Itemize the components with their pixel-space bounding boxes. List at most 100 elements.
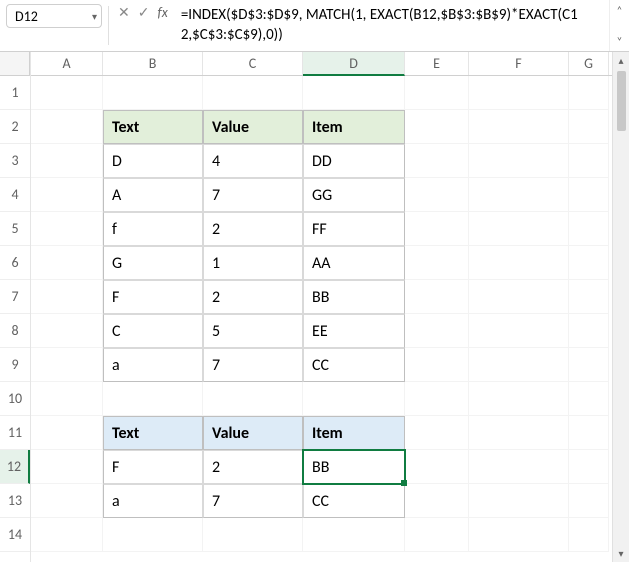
cell-A3[interactable] (31, 144, 103, 178)
cell-C8[interactable]: 5 (203, 314, 303, 348)
cell-F12[interactable] (469, 450, 569, 484)
cell-G4[interactable] (569, 178, 609, 212)
cell-E12[interactable] (405, 450, 469, 484)
row-header-4[interactable]: 4 (0, 178, 30, 212)
cell-A6[interactable] (31, 246, 103, 280)
cell-C3[interactable]: 4 (203, 144, 303, 178)
cell-D6[interactable]: AA (303, 246, 405, 280)
select-all-corner[interactable] (0, 52, 30, 76)
cell-D11[interactable]: Item (303, 416, 405, 450)
cell-B9[interactable]: a (103, 348, 203, 382)
cell-C2[interactable]: Value (203, 110, 303, 144)
cell-E6[interactable] (405, 246, 469, 280)
cell-B4[interactable]: A (103, 178, 203, 212)
cell-D10[interactable] (303, 382, 405, 416)
cell-E5[interactable] (405, 212, 469, 246)
vertical-scrollbar[interactable]: ▴ ▾ (612, 52, 629, 562)
accept-icon[interactable]: ✓ (135, 4, 153, 21)
cell-D12[interactable]: BB (303, 450, 405, 484)
cell-C4[interactable]: 7 (203, 178, 303, 212)
cell-C1[interactable] (203, 76, 303, 110)
cell-G8[interactable] (569, 314, 609, 348)
cell-E11[interactable] (405, 416, 469, 450)
cell-D5[interactable]: FF (303, 212, 405, 246)
formula-expand[interactable]: ˄ ˅ (609, 0, 629, 51)
column-header-G[interactable]: G (569, 52, 609, 75)
cell-G3[interactable] (569, 144, 609, 178)
cell-A12[interactable] (31, 450, 103, 484)
row-header-13[interactable]: 13 (0, 484, 30, 518)
cell-C13[interactable]: 7 (203, 484, 303, 518)
fx-icon[interactable]: fx (154, 4, 170, 21)
cell-F4[interactable] (469, 178, 569, 212)
cell-A8[interactable] (31, 314, 103, 348)
scroll-thumb[interactable] (617, 71, 626, 131)
cell-A10[interactable] (31, 382, 103, 416)
cell-B6[interactable]: G (103, 246, 203, 280)
column-header-D[interactable]: D (303, 52, 405, 76)
cell-A11[interactable] (31, 416, 103, 450)
cell-B2[interactable]: Text (103, 110, 203, 144)
cell-D13[interactable]: CC (303, 484, 405, 518)
cell-B12[interactable]: F (103, 450, 203, 484)
cell-F6[interactable] (469, 246, 569, 280)
cell-A13[interactable] (31, 484, 103, 518)
cell-G6[interactable] (569, 246, 609, 280)
cell-D8[interactable]: EE (303, 314, 405, 348)
column-header-E[interactable]: E (405, 52, 469, 75)
cell-A2[interactable] (31, 110, 103, 144)
cell-C5[interactable]: 2 (203, 212, 303, 246)
cell-B7[interactable]: F (103, 280, 203, 314)
cell-F9[interactable] (469, 348, 569, 382)
row-header-9[interactable]: 9 (0, 348, 30, 382)
cell-C14[interactable] (203, 518, 303, 552)
cells-area[interactable]: TextValueItemD4DDA7GGf2FFG1AAF2BBC5EEa7C… (31, 76, 612, 552)
cell-B14[interactable] (103, 518, 203, 552)
cell-B1[interactable] (103, 76, 203, 110)
cell-A9[interactable] (31, 348, 103, 382)
cell-F11[interactable] (469, 416, 569, 450)
cell-D2[interactable]: Item (303, 110, 405, 144)
cell-G11[interactable] (569, 416, 609, 450)
row-header-2[interactable]: 2 (0, 110, 30, 144)
row-header-10[interactable]: 10 (0, 382, 30, 416)
cell-G9[interactable] (569, 348, 609, 382)
row-header-8[interactable]: 8 (0, 314, 30, 348)
cell-B3[interactable]: D (103, 144, 203, 178)
row-header-11[interactable]: 11 (0, 416, 30, 450)
row-header-7[interactable]: 7 (0, 280, 30, 314)
cell-F7[interactable] (469, 280, 569, 314)
cell-F13[interactable] (469, 484, 569, 518)
cell-G13[interactable] (569, 484, 609, 518)
cell-A5[interactable] (31, 212, 103, 246)
cell-G10[interactable] (569, 382, 609, 416)
row-header-1[interactable]: 1 (0, 76, 30, 110)
cell-B5[interactable]: f (103, 212, 203, 246)
cancel-icon[interactable]: ✕ (115, 4, 133, 21)
cell-F14[interactable] (469, 518, 569, 552)
chevron-down-icon[interactable]: ▾ (86, 10, 97, 23)
cell-F1[interactable] (469, 76, 569, 110)
cell-G5[interactable] (569, 212, 609, 246)
column-header-B[interactable]: B (103, 52, 203, 75)
cell-F2[interactable] (469, 110, 569, 144)
cell-E9[interactable] (405, 348, 469, 382)
column-header-A[interactable]: A (31, 52, 103, 75)
cell-A4[interactable] (31, 178, 103, 212)
cell-D14[interactable] (303, 518, 405, 552)
cell-A14[interactable] (31, 518, 103, 552)
cell-D9[interactable]: CC (303, 348, 405, 382)
cell-G12[interactable] (569, 450, 609, 484)
cell-E10[interactable] (405, 382, 469, 416)
cell-G1[interactable] (569, 76, 609, 110)
cell-E7[interactable] (405, 280, 469, 314)
cell-E4[interactable] (405, 178, 469, 212)
row-header-12[interactable]: 12 (0, 450, 30, 484)
cell-C12[interactable]: 2 (203, 450, 303, 484)
row-header-3[interactable]: 3 (0, 144, 30, 178)
cell-D3[interactable]: DD (303, 144, 405, 178)
cell-E3[interactable] (405, 144, 469, 178)
scroll-up-icon[interactable]: ▴ (618, 54, 623, 67)
cell-D4[interactable]: GG (303, 178, 405, 212)
column-header-F[interactable]: F (469, 52, 569, 75)
